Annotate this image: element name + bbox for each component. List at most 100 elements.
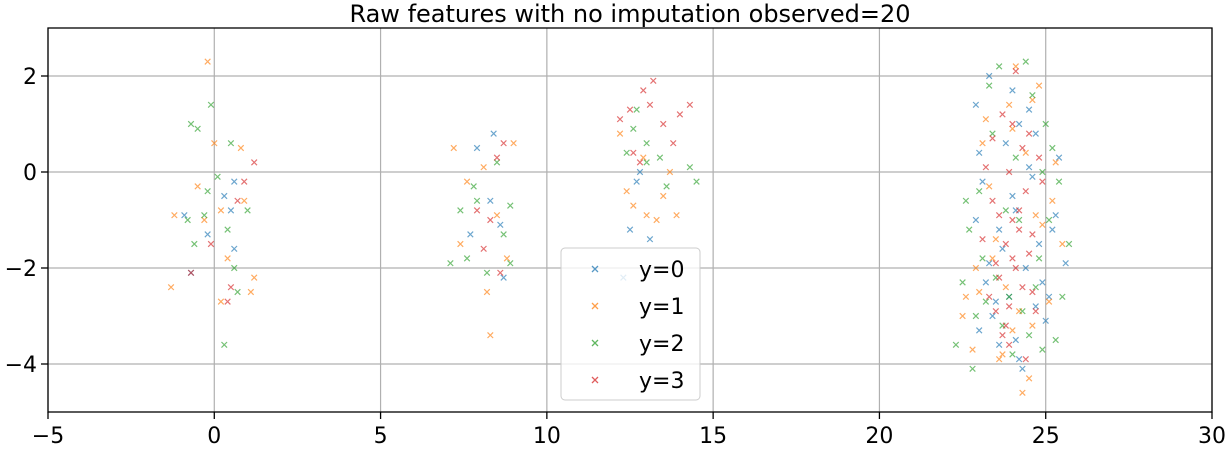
data-point <box>1039 178 1046 185</box>
data-point <box>650 77 657 85</box>
data-point <box>1032 130 1039 137</box>
data-point <box>1025 106 1033 113</box>
data-point <box>1019 389 1026 397</box>
data-point <box>666 168 674 176</box>
legend-marker <box>591 265 599 273</box>
data-point <box>989 255 996 262</box>
data-point <box>1009 351 1016 358</box>
data-point <box>1025 250 1033 257</box>
series-y=2 <box>184 58 1073 373</box>
data-point <box>1009 120 1016 128</box>
data-point <box>975 288 983 296</box>
series-y=3 <box>187 67 1046 363</box>
data-point <box>1045 216 1053 224</box>
data-point <box>626 106 634 113</box>
series-y=1 <box>167 58 1066 397</box>
data-point <box>656 154 664 161</box>
data-point <box>686 163 694 171</box>
data-point <box>630 125 637 133</box>
data-point <box>979 139 986 147</box>
data-point <box>1052 211 1059 219</box>
data-point <box>237 144 245 152</box>
data-point <box>660 120 667 128</box>
data-point <box>217 298 225 305</box>
data-point <box>240 178 248 185</box>
data-point <box>975 327 983 334</box>
data-point <box>493 154 501 161</box>
data-point <box>1022 58 1029 65</box>
data-point <box>483 269 491 277</box>
data-point <box>982 163 990 171</box>
data-point <box>240 197 248 205</box>
data-point <box>1062 259 1069 267</box>
data-point <box>979 235 986 243</box>
data-point <box>660 192 667 200</box>
data-point <box>450 144 457 152</box>
data-point <box>1029 288 1036 296</box>
data-point <box>463 255 471 262</box>
data-point <box>224 255 231 262</box>
data-point <box>1032 303 1039 310</box>
data-point <box>224 226 231 233</box>
data-point <box>1019 307 1026 315</box>
data-point <box>1009 125 1016 133</box>
data-point <box>507 259 514 267</box>
data-point <box>670 139 677 147</box>
data-point <box>992 307 1000 315</box>
data-point <box>989 312 996 320</box>
data-point <box>982 298 990 305</box>
data-point <box>999 245 1006 253</box>
data-point <box>1019 144 1026 152</box>
data-point <box>1022 355 1029 363</box>
data-point <box>989 130 996 137</box>
data-point <box>663 183 670 190</box>
data-point <box>616 115 624 123</box>
data-point <box>204 187 211 195</box>
data-point <box>673 211 680 219</box>
data-point <box>1035 82 1043 89</box>
data-point <box>234 197 241 205</box>
data-point <box>201 211 208 219</box>
data-point <box>1039 279 1046 286</box>
x-tick-label: 25 <box>1032 424 1060 449</box>
data-point <box>503 255 511 262</box>
data-point <box>1022 149 1029 157</box>
data-point <box>1029 96 1036 104</box>
data-point <box>1019 283 1026 291</box>
data-point <box>640 154 647 161</box>
data-point <box>992 259 1000 267</box>
data-point <box>616 130 624 137</box>
plot-frame <box>47 27 1213 413</box>
data-point <box>969 346 976 353</box>
x-tick-label: 15 <box>699 424 727 449</box>
data-point <box>972 312 980 320</box>
scatter-points <box>167 58 1073 397</box>
data-point <box>1025 375 1033 382</box>
data-point <box>214 173 221 181</box>
data-point <box>999 111 1006 118</box>
data-point <box>982 115 990 123</box>
data-point <box>1022 187 1029 195</box>
data-point <box>473 144 481 152</box>
data-point <box>1005 303 1013 310</box>
data-point <box>1049 197 1056 205</box>
data-point <box>1035 240 1043 248</box>
data-point <box>1015 120 1023 128</box>
y-tick-label: 0 <box>23 161 37 186</box>
data-point <box>1052 336 1059 344</box>
data-point <box>1012 67 1020 75</box>
data-point <box>693 178 700 185</box>
data-point <box>211 139 218 147</box>
data-point <box>1049 144 1056 152</box>
data-point <box>227 207 235 214</box>
x-tick-label: 30 <box>1198 424 1226 449</box>
x-tick-label: 10 <box>533 424 561 449</box>
data-point <box>1025 331 1033 339</box>
data-point <box>500 231 507 238</box>
data-point <box>1005 341 1013 349</box>
legend-label: y=2 <box>639 332 684 357</box>
data-point <box>989 135 996 142</box>
data-point <box>1022 264 1029 272</box>
legend-label: y=3 <box>639 369 684 394</box>
